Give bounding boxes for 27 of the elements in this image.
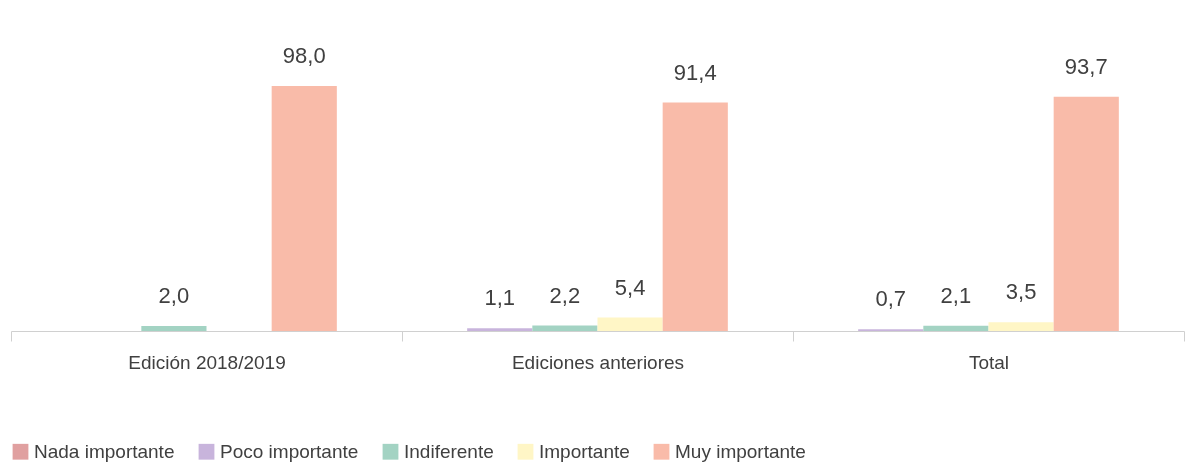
bar	[532, 325, 598, 331]
data-label: 93,7	[1064, 53, 1108, 79]
legend-label: Importante	[539, 440, 630, 462]
bar	[467, 328, 533, 331]
data-label: 2,1	[940, 282, 972, 308]
x-tick-label: Total	[968, 351, 1010, 373]
data-label: 98,0	[282, 43, 326, 68]
x-tick-label: Ediciones anteriores	[511, 351, 685, 373]
bar	[988, 322, 1054, 331]
data-label: 1,1	[484, 285, 516, 311]
bar	[597, 317, 663, 331]
x-tick-label: Edición 2018/2019	[128, 351, 286, 373]
bar	[662, 102, 728, 331]
bar	[923, 325, 989, 331]
data-label: 3,5	[1005, 279, 1037, 305]
bar	[1053, 96, 1119, 331]
legend-label: Muy importante	[675, 440, 806, 462]
data-label: 0,7	[875, 286, 907, 312]
data-label: 2,0	[158, 283, 190, 308]
legend-label: Poco importante	[220, 440, 359, 462]
data-label: 5,4	[614, 274, 646, 300]
legend-label: Nada importante	[34, 440, 175, 462]
bar	[141, 326, 207, 331]
data-label: 2,2	[549, 282, 581, 308]
legend-label: Indiferente	[404, 440, 494, 462]
data-label: 91,4	[673, 59, 717, 85]
bar	[271, 86, 337, 331]
